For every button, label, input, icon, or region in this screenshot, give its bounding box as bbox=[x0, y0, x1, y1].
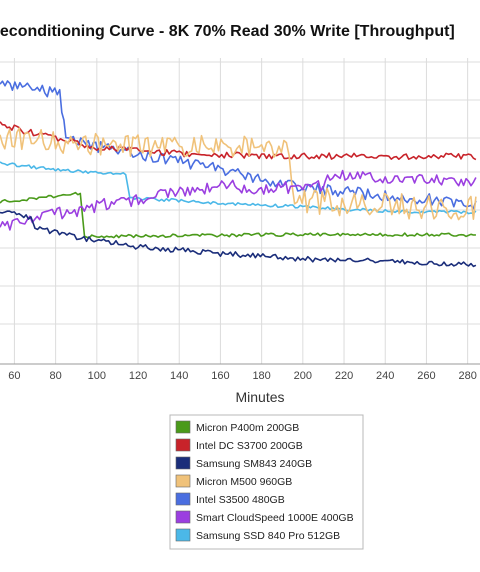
legend-swatch bbox=[175, 456, 191, 470]
legend-entry-label: Samsung SM843 240GB bbox=[196, 458, 312, 470]
x-tick-label: 200 bbox=[294, 370, 312, 382]
series-line-micron-m500-960gb bbox=[0, 127, 477, 221]
legend-entry-label: Intel S3500 480GB bbox=[196, 494, 285, 506]
legend-swatch bbox=[175, 528, 191, 542]
x-tick-label: 80 bbox=[49, 370, 61, 382]
series-line-intel-s3500-480gb bbox=[0, 80, 477, 210]
legend-entry-label: Micron M500 960GB bbox=[196, 476, 292, 488]
x-tick-label: 220 bbox=[335, 370, 353, 382]
legend-swatch bbox=[175, 492, 191, 506]
legend-swatch bbox=[175, 474, 191, 488]
chart-title: Preconditioning Curve - 8K 70% Read 30% … bbox=[0, 23, 455, 40]
x-tick-label: 260 bbox=[417, 370, 435, 382]
x-tick-label: 160 bbox=[211, 370, 229, 382]
x-tick-label: 180 bbox=[252, 370, 270, 382]
legend-swatch bbox=[175, 438, 191, 452]
x-tick-label: 280 bbox=[458, 370, 476, 382]
x-tick-label: 140 bbox=[170, 370, 188, 382]
series-line-samsung-sm843-240gb bbox=[0, 210, 477, 268]
legend-entry-label: Smart CloudSpeed 1000E 400GB bbox=[196, 512, 354, 524]
series-line-micron-p400m-200gb bbox=[0, 191, 476, 239]
series-line-samsung-ssd-840-pro-512gb bbox=[0, 161, 477, 215]
legend-box bbox=[169, 414, 364, 550]
series-line-smart-cloudspeed-1000e-400gb bbox=[0, 169, 477, 231]
x-tick-label: 240 bbox=[376, 370, 394, 382]
legend-entry-label: Samsung SSD 840 Pro 512GB bbox=[196, 530, 340, 542]
plot-area bbox=[0, 58, 480, 364]
series-line-intel-dc-s3700-200gb bbox=[0, 121, 477, 161]
legend-entry-label: Micron P400m 200GB bbox=[196, 422, 299, 434]
x-tick-label: 120 bbox=[129, 370, 147, 382]
legend-swatch bbox=[175, 510, 191, 524]
legend-entry-label: Intel DC S3700 200GB bbox=[196, 440, 303, 452]
legend-swatch bbox=[175, 420, 191, 434]
legend: Micron P400m 200GB Intel DC S3700 200GB Sa… bbox=[169, 414, 364, 550]
x-axis-label: Minutes bbox=[235, 389, 284, 405]
x-tick-label: 60 bbox=[8, 370, 20, 382]
x-tick-label: 100 bbox=[88, 370, 106, 382]
